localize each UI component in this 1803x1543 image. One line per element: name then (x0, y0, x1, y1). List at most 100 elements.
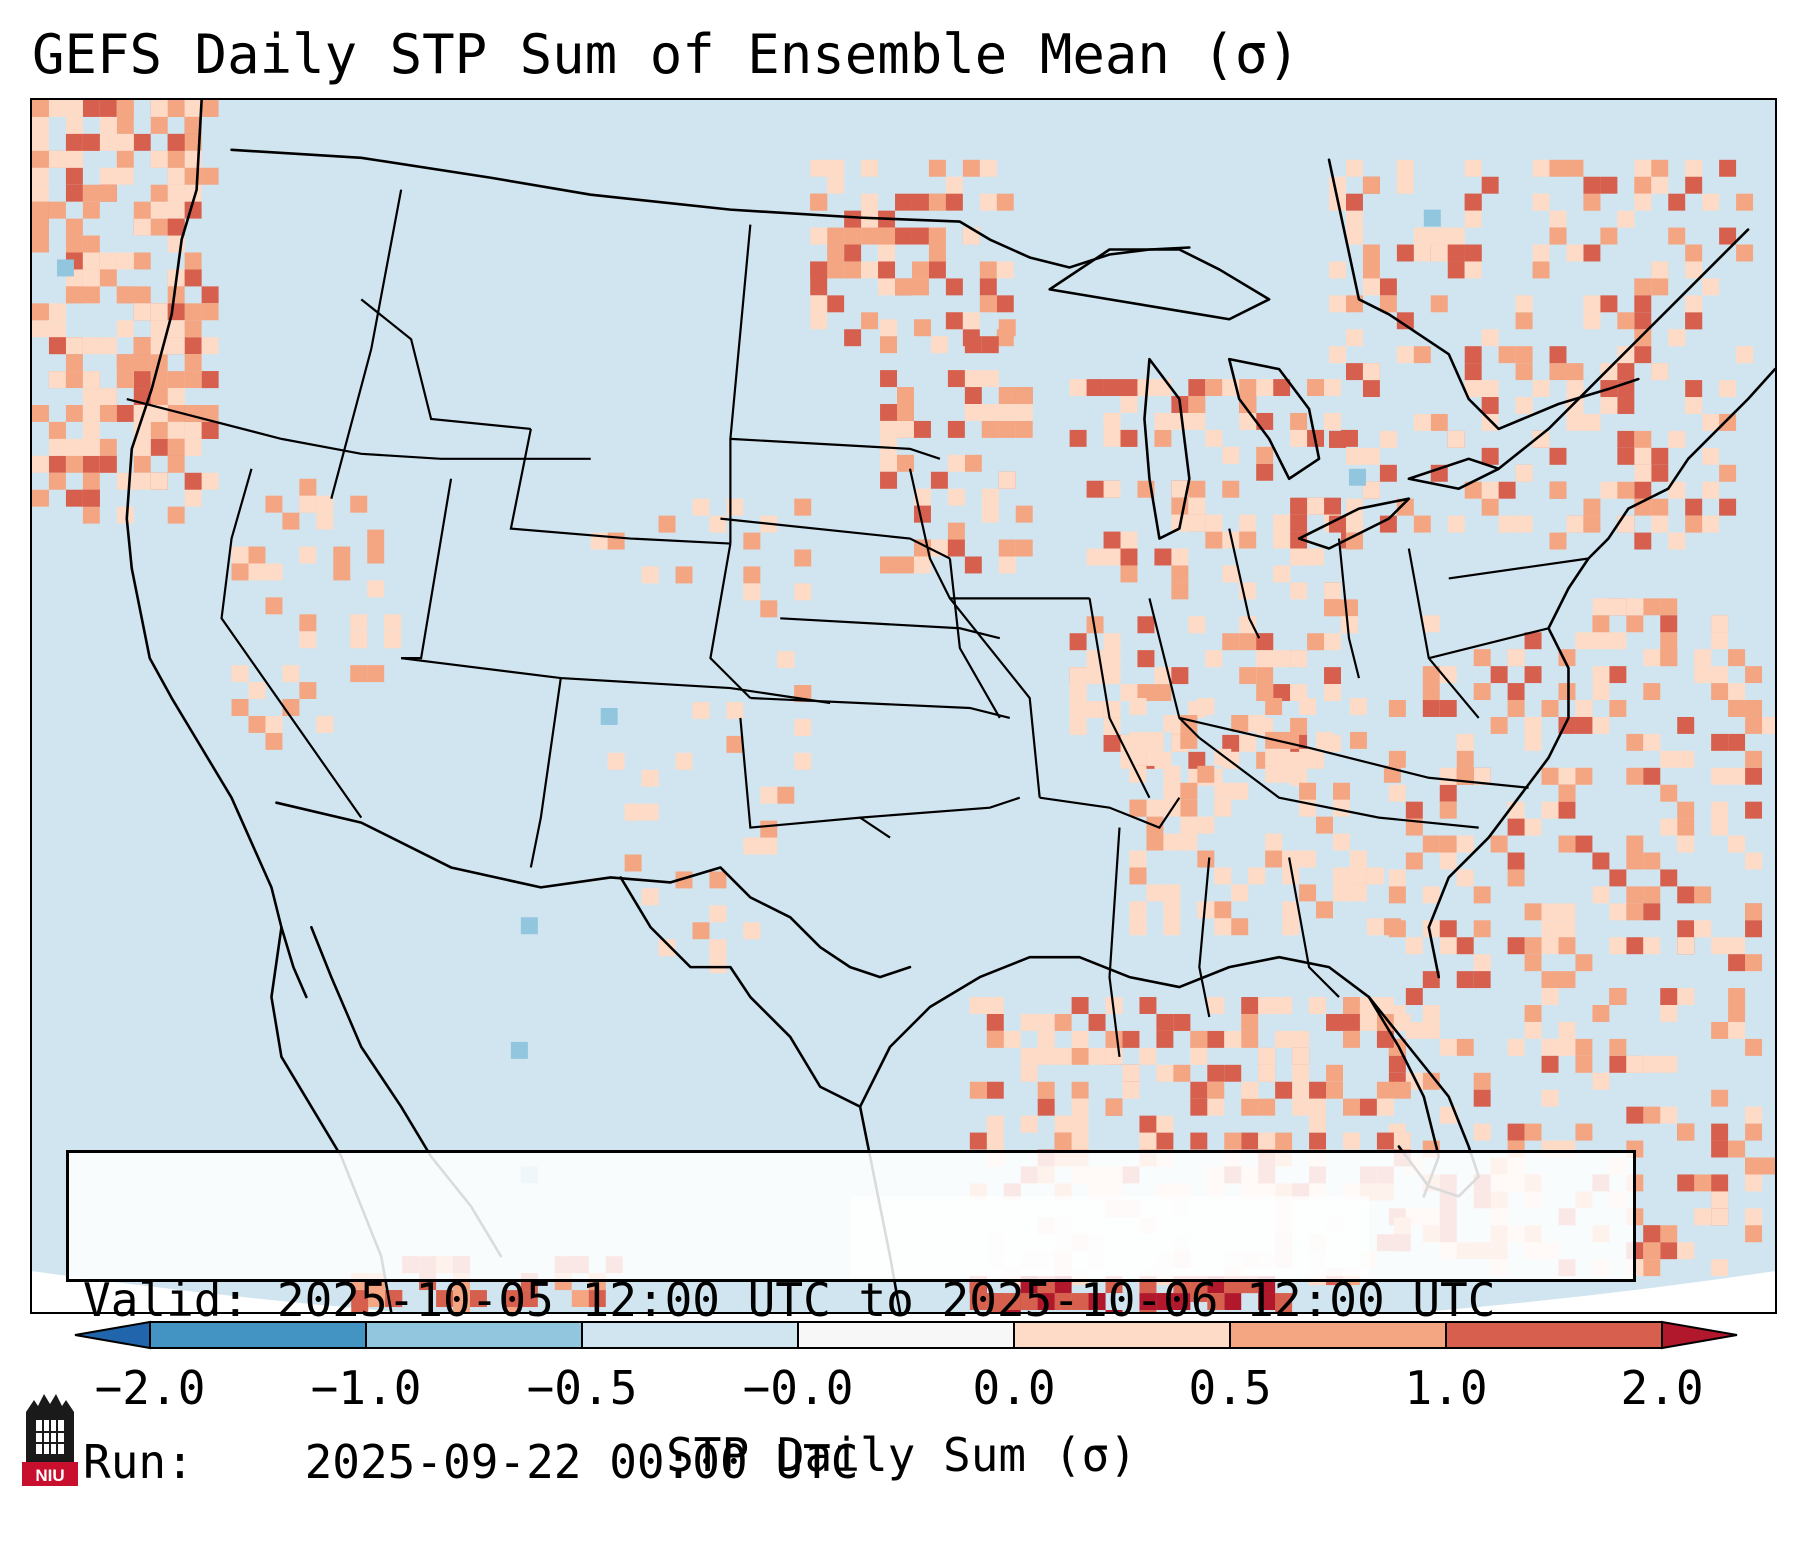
stp-cell (1171, 480, 1189, 498)
stp-cell (1139, 1310, 1157, 1312)
stp-cell (1137, 684, 1155, 702)
stp-cell (1329, 515, 1346, 533)
stp-cell (167, 371, 185, 389)
stp-cell (1292, 1030, 1310, 1048)
stp-cell (1592, 716, 1610, 734)
stp-cell (1405, 852, 1423, 870)
stp-cell (1405, 988, 1423, 1006)
stp-cell (810, 227, 828, 245)
stp-cell (794, 583, 812, 601)
stp-cell (150, 150, 168, 168)
stp-cell (1677, 835, 1695, 853)
stp-cell (1524, 937, 1542, 955)
stp-cell (1677, 716, 1695, 734)
stp-cell (1677, 1242, 1695, 1260)
stp-cell (1231, 782, 1249, 800)
stp-cell (878, 278, 896, 296)
stp-cell (1660, 818, 1678, 836)
stp-cell (1273, 650, 1291, 668)
stp-cell (1139, 997, 1157, 1014)
stp-cell (368, 1290, 386, 1308)
stp-cell (384, 631, 402, 649)
stp-cell (1473, 649, 1491, 667)
stp-cell (979, 261, 997, 279)
us-mexico-border (275, 801, 912, 979)
stp-cell (1129, 867, 1147, 885)
stp-cell (1490, 666, 1508, 684)
stp-cell (1685, 159, 1703, 177)
stp-cell (911, 261, 929, 279)
stp-cell (947, 522, 965, 540)
stp-cell (65, 218, 83, 236)
stp-cell (1129, 901, 1147, 919)
stp-cell (1413, 346, 1431, 364)
stp-cell (1524, 903, 1542, 921)
stp-cell (1745, 1157, 1763, 1175)
state-borders (126, 189, 1589, 1057)
stp-cell (184, 167, 202, 185)
stp-cell (282, 665, 300, 683)
stp-cell (880, 370, 898, 388)
stp-cell (1464, 244, 1482, 262)
stp-cell (520, 1290, 538, 1308)
stp-cell (1340, 599, 1358, 617)
stp-cell (930, 471, 948, 489)
stp-cell (65, 286, 83, 304)
stp-cell-negative (520, 917, 538, 935)
stp-cell (979, 278, 997, 296)
stp-cell (1643, 1259, 1661, 1277)
stp-cell (82, 235, 100, 253)
stp-cell (1728, 937, 1746, 955)
stp-cell (1180, 816, 1198, 834)
stp-cell (880, 319, 898, 337)
stp-cell (99, 269, 117, 287)
stp-cell (1660, 598, 1678, 616)
colorbar-segment-5 (1014, 1322, 1230, 1348)
colorbar-segment-7 (1446, 1322, 1662, 1348)
us-canada-border (230, 148, 1191, 269)
stp-cell (1549, 447, 1567, 465)
stp-cell (880, 403, 898, 421)
stp-cell (201, 421, 219, 439)
stp-cell (1592, 598, 1610, 616)
stp-cell (1490, 716, 1508, 734)
stp-cell (911, 227, 929, 245)
stp-cell (1275, 1030, 1293, 1048)
stp-cell (1154, 684, 1172, 702)
stp-cell (1105, 1098, 1123, 1116)
stp-cell (333, 563, 351, 581)
stp-cell (1643, 937, 1661, 955)
stp-cell (1103, 734, 1121, 752)
stp-cell (503, 1307, 521, 1312)
stp-cell (777, 786, 795, 804)
stp-cell (1379, 430, 1397, 448)
stp-cell (1086, 701, 1104, 718)
stp-cell (964, 556, 982, 574)
stp-cell (1205, 429, 1223, 447)
stp-cell (1473, 683, 1491, 701)
stp-cell (1180, 833, 1198, 851)
stp-cell (1258, 1293, 1276, 1311)
stp-cell (265, 563, 283, 581)
stp-cell (1711, 1208, 1729, 1226)
stp-cell (65, 116, 83, 134)
stp-cell (82, 201, 100, 219)
stp-cell (167, 320, 185, 338)
stp-cell (133, 337, 151, 355)
stp-cell (116, 404, 134, 422)
stp-cell (1668, 430, 1686, 448)
stp-cell (1634, 346, 1652, 364)
pacific-coast (125, 100, 308, 999)
stp-cell (82, 388, 100, 405)
stp-cell (65, 371, 83, 389)
stp-cell (1292, 1064, 1310, 1082)
stp-cell (1405, 801, 1423, 819)
stp-cell (945, 278, 963, 296)
stp-cell (1464, 159, 1482, 177)
stp-cell (1507, 937, 1525, 955)
stp-cell (1439, 784, 1457, 802)
stp-cell (184, 354, 202, 372)
stp-cell (1575, 716, 1593, 734)
stp-cell (116, 150, 134, 168)
stp-cell (1626, 733, 1644, 751)
